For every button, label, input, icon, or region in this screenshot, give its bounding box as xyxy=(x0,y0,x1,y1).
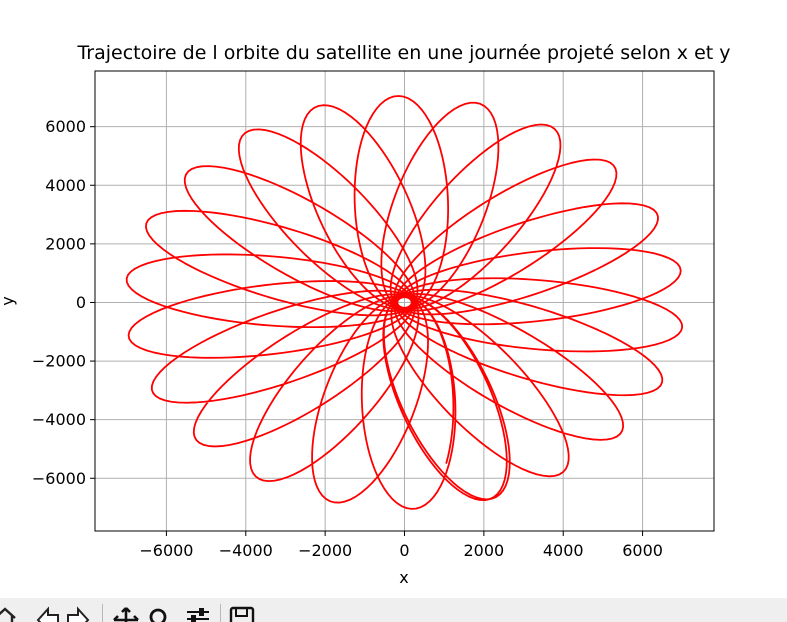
x-tick-label: 2000 xyxy=(463,541,504,560)
chart-title: Trajectoire de l orbite du satellite en … xyxy=(76,42,730,64)
y-tick-label: 4000 xyxy=(45,176,86,195)
pan-icon[interactable] xyxy=(112,606,140,622)
x-tick-label: −4000 xyxy=(219,541,273,560)
plot-area xyxy=(125,95,684,510)
y-axis-label: y xyxy=(0,296,17,305)
y-tick-label: 6000 xyxy=(45,117,86,136)
toolbar-separator xyxy=(102,604,103,622)
x-tick-label: −2000 xyxy=(298,541,352,560)
y-tick-label: −4000 xyxy=(32,410,86,429)
y-tick-label: −2000 xyxy=(32,352,86,371)
x-axis-label: x xyxy=(399,568,408,587)
y-tick-label: 2000 xyxy=(45,234,86,253)
forward-icon[interactable] xyxy=(66,606,92,622)
orbit-trajectory-line xyxy=(125,95,684,510)
configure-subplots-icon[interactable] xyxy=(184,606,212,622)
save-icon[interactable] xyxy=(228,606,256,622)
zoom-icon[interactable] xyxy=(146,606,174,622)
back-icon[interactable] xyxy=(34,606,60,622)
home-icon[interactable] xyxy=(0,606,18,622)
toolbar-separator xyxy=(220,604,221,622)
x-axis: −6000 −4000 −2000 0 2000 4000 6000 xyxy=(139,531,663,560)
y-tick-label: 0 xyxy=(76,293,86,312)
navigation-toolbar xyxy=(0,598,787,622)
x-tick-label: 0 xyxy=(399,541,409,560)
x-tick-label: −6000 xyxy=(139,541,193,560)
chart-figure: Trajectoire de l orbite du satellite en … xyxy=(0,42,731,587)
y-tick-label: −6000 xyxy=(32,469,86,488)
x-tick-label: 6000 xyxy=(622,541,663,560)
y-axis: −6000 −4000 −2000 0 2000 4000 6000 xyxy=(32,117,95,488)
x-tick-label: 4000 xyxy=(543,541,584,560)
